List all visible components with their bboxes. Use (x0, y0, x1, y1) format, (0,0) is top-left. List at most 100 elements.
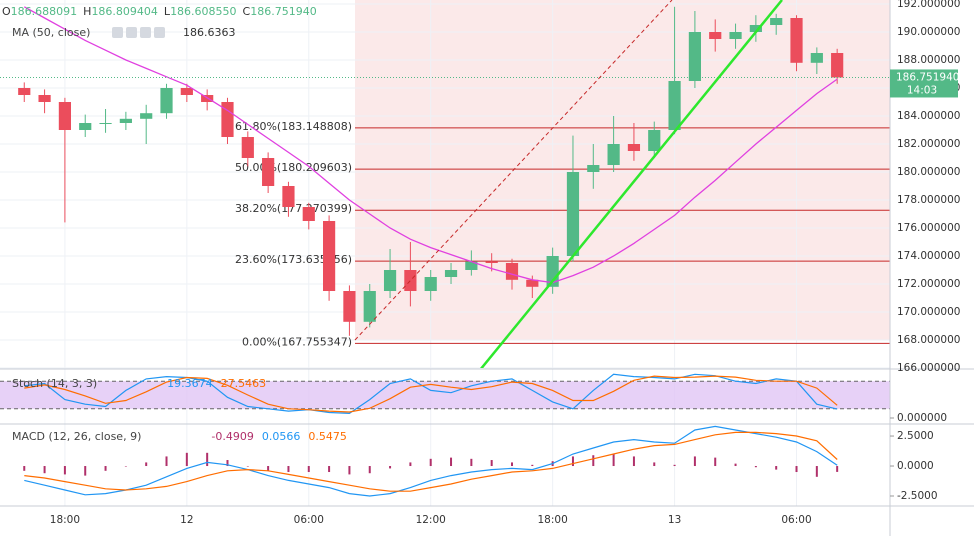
candle-body (688, 32, 701, 81)
stoch-pane (0, 373, 890, 415)
fib-label: 0.00%(167.755347) (242, 335, 352, 348)
x-tick-label: 18:00 (538, 514, 568, 526)
macd-histogram-bar (836, 466, 839, 472)
ohlc-header: O186.688091 H186.809404 L186.608550 C186.75… (2, 5, 317, 18)
candle-body (119, 118, 132, 123)
header-icon (154, 27, 165, 38)
candle-body (38, 95, 51, 102)
x-tick-label: 06:00 (294, 514, 324, 526)
candle-body (485, 261, 498, 263)
drawings (354, 0, 783, 368)
macd-histogram-bar (714, 457, 717, 467)
y-tick-label: 2.5000 (897, 430, 934, 442)
macd-histogram-bar (653, 462, 656, 467)
macd-line (24, 431, 838, 492)
macd-histogram-bar (368, 466, 371, 474)
axes: 18:00 12 06:00 12:00 18:00 13 06:00 166.000000 1… (50, 0, 961, 526)
ohlc-value: 186.809404 (91, 5, 157, 18)
candle-body (160, 88, 173, 114)
macd-histogram-bar (63, 466, 66, 475)
x-tick-label: 06:00 (781, 514, 811, 526)
indicator-value: 0.0566 (262, 430, 301, 443)
ma-name: MA (50, close) (12, 26, 90, 39)
ohlc-value: 186.688091 (11, 5, 77, 18)
macd-histogram-bar (511, 462, 513, 467)
candle-body (323, 221, 336, 291)
y-tick-label: 176.000000 (897, 222, 960, 234)
macd-histogram-bar (165, 456, 168, 467)
macd-histogram-bar (632, 456, 635, 467)
macd-histogram-bar (571, 456, 574, 467)
y-tick-label: 172.000000 (897, 278, 960, 290)
trend-dashed (354, 0, 673, 341)
candle-body (465, 261, 478, 270)
candle-body (282, 186, 295, 207)
macd-histogram-bar (145, 462, 148, 467)
macd-histogram-bar (23, 466, 26, 471)
y-tick-label: 182.000000 (897, 138, 960, 150)
indicator-value: 0.5475 (308, 430, 347, 443)
macd-histogram-bar (592, 455, 595, 467)
candle-body (18, 88, 31, 95)
ohlc-key: H (83, 5, 91, 18)
macd-pane (23, 425, 839, 497)
candle-body (668, 81, 681, 130)
indicator-value: 19.3674 (167, 377, 213, 390)
stoch-band (0, 381, 890, 409)
candle-body (302, 207, 315, 221)
macd-histogram-bar (673, 464, 676, 467)
y-tick-label: 0.000000 (897, 412, 947, 424)
macd-line (24, 425, 838, 497)
fib-label: 23.60%(173.635756) (235, 253, 352, 266)
macd-histogram-bar (124, 466, 127, 467)
x-tick-label: 12 (180, 514, 193, 526)
macd-histogram-bar (43, 466, 46, 474)
ohlc-key: C (243, 5, 251, 18)
macd-histogram-bar (795, 466, 798, 473)
candle-body (79, 123, 92, 130)
candle-body (444, 270, 458, 277)
macd-histogram-bar (226, 460, 229, 467)
grid (0, 0, 890, 506)
candle-body (424, 277, 437, 291)
ohlc-key: O (2, 5, 11, 18)
candle-body (262, 158, 275, 186)
ma-value: 186.6363 (183, 26, 236, 39)
macd-histogram-bar (409, 462, 412, 467)
macd-histogram-bar (693, 456, 696, 467)
y-tick-label: 174.000000 (897, 250, 960, 262)
macd-histogram-bar (267, 466, 270, 471)
indicator-value: 27.5463 (221, 377, 267, 390)
y-tick-label: 166.000000 (897, 362, 960, 374)
macd-histogram-bar (754, 466, 757, 468)
headers: O186.688091 H186.809404 L186.608550 C186.75… (2, 5, 347, 443)
stoch-line (24, 375, 838, 413)
y-tick-label: 190.000000 (897, 26, 960, 38)
macd-histogram-bar (490, 460, 493, 467)
candle-body (221, 102, 234, 137)
candle-body (180, 88, 193, 95)
fib-label: 61.80%(183.148808) (235, 120, 352, 133)
candle-body (648, 130, 661, 151)
macd-histogram-bar (450, 457, 453, 467)
y-tick-label: 0.0000 (897, 460, 934, 472)
macd-histogram-bar (287, 466, 290, 473)
pane-header: MACD (12, 26, close, 9) -0.4909 0.0566 0.54… (12, 430, 347, 443)
macd-histogram-bar (84, 466, 87, 476)
indicator-title: Stoch (14, 3, 3) (12, 377, 97, 390)
stoch-line (24, 373, 838, 415)
candle-body (607, 144, 620, 165)
candle-body (99, 123, 112, 124)
candle-body (58, 102, 71, 130)
candle-body (831, 53, 844, 78)
candle-body (140, 113, 153, 119)
y-tick-label: 170.000000 (897, 306, 960, 318)
candle-body (729, 32, 742, 39)
candle-body (566, 172, 580, 256)
macd-histogram-bar (389, 466, 392, 469)
macd-histogram-bar (307, 466, 310, 473)
macd-histogram-bar (470, 458, 473, 467)
macd-histogram-bar (429, 458, 432, 467)
header-icon (140, 27, 151, 38)
